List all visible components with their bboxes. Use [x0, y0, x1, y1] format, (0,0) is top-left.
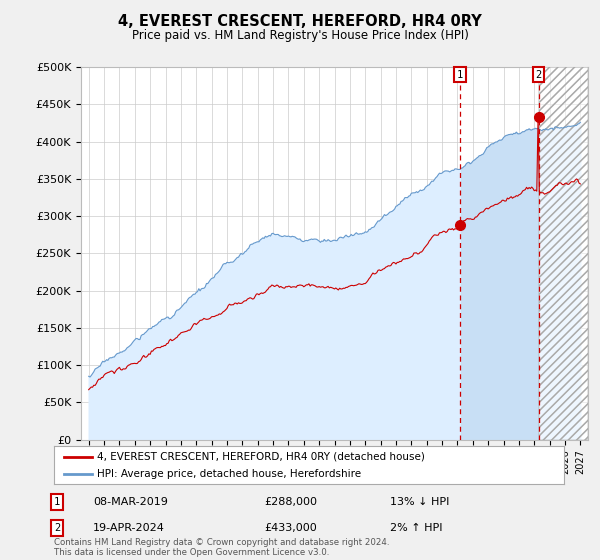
Text: HPI: Average price, detached house, Herefordshire: HPI: Average price, detached house, Here…	[97, 469, 361, 479]
Text: 2% ↑ HPI: 2% ↑ HPI	[390, 523, 443, 533]
Bar	[539, 67, 588, 440]
Text: 19-APR-2024: 19-APR-2024	[93, 523, 165, 533]
Bar	[539, 67, 588, 440]
Text: 4, EVEREST CRESCENT, HEREFORD, HR4 0RY (detached house): 4, EVEREST CRESCENT, HEREFORD, HR4 0RY (…	[97, 452, 425, 462]
Text: 1: 1	[457, 69, 463, 80]
Text: Price paid vs. HM Land Registry's House Price Index (HPI): Price paid vs. HM Land Registry's House …	[131, 29, 469, 42]
Text: Contains HM Land Registry data © Crown copyright and database right 2024.
This d: Contains HM Land Registry data © Crown c…	[54, 538, 389, 557]
Text: 13% ↓ HPI: 13% ↓ HPI	[390, 497, 449, 507]
Text: 08-MAR-2019: 08-MAR-2019	[93, 497, 168, 507]
Text: 4, EVEREST CRESCENT, HEREFORD, HR4 0RY: 4, EVEREST CRESCENT, HEREFORD, HR4 0RY	[118, 14, 482, 29]
Text: 1: 1	[54, 497, 60, 507]
Text: 2: 2	[536, 69, 542, 80]
Bar	[539, 67, 588, 440]
Text: 2: 2	[54, 523, 60, 533]
Text: £288,000: £288,000	[264, 497, 317, 507]
Text: £433,000: £433,000	[264, 523, 317, 533]
